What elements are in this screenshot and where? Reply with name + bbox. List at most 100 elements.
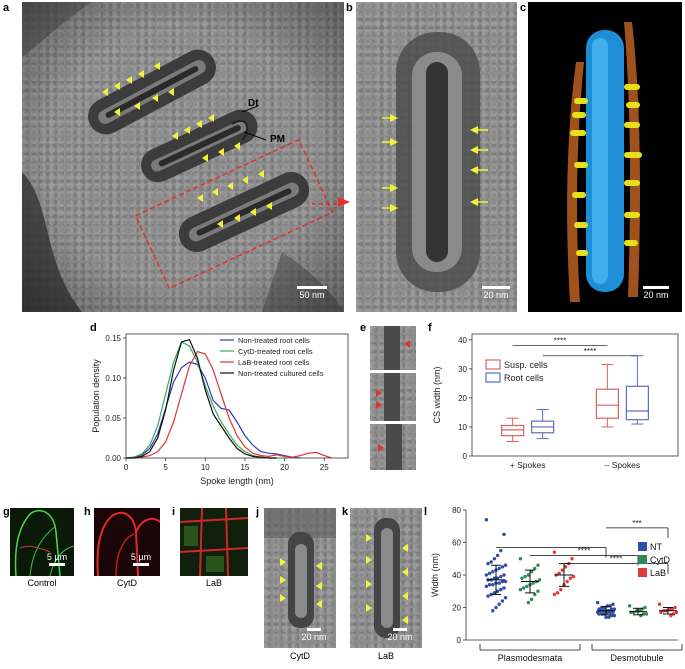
legend-label-d: LaB-treated root cells [238,358,310,367]
legend-label-d: Non-treated cultured cells [238,369,324,378]
chart-f-boxplot: 0 10 20 30 40 CS width (nm) + Spokes – Spokes Su… [432,333,679,470]
y-tick-label-l: 20 [452,604,461,613]
panel-b-structure [382,32,488,292]
panel-letter-h: h [84,506,91,518]
panel-letter-g: g [3,506,10,518]
scalebar-b: 20 nm [476,286,516,300]
data-point [563,565,568,569]
scalebar-j: 20 nm [294,628,334,642]
data-point [499,548,503,553]
plot-frame-f [471,333,679,457]
data-point [500,579,505,584]
panel-k-tomogram: 20 nm [350,508,422,648]
arrow-a-to-b [338,197,350,207]
data-point [607,615,611,619]
sig-label-l: **** [610,555,622,564]
x-tick-label-d: 10 [201,463,210,472]
data-point [529,597,534,602]
data-point [533,566,537,571]
data-point [659,610,663,615]
y-tick-label-f: 20 [458,394,467,403]
data-point [502,532,506,537]
data-point [557,571,561,576]
data-point [495,576,500,580]
series-line-3 [126,350,333,459]
caption-i: LaB [205,578,222,588]
dot-group-2 [518,557,542,605]
panel-c-render: 20 nm [528,2,682,312]
y-tick-label-d: 0.10 [105,374,121,383]
caption-h: CytD [117,578,137,588]
data-point [491,609,495,613]
data-point [568,576,573,580]
data-point [491,570,495,574]
panel-letter-a: a [3,2,10,14]
data-point [492,576,497,580]
data-point [497,566,501,571]
sig-label-l: *** [632,519,641,528]
panel-letter-j: j [256,506,260,518]
panel-h-fluorescence: 5 µm [94,508,160,576]
series-line-4 [126,338,277,459]
data-point [536,589,540,593]
legend-label-l: LaB [650,568,666,578]
data-point [492,557,497,561]
box-susp-cells1 [501,417,525,442]
plot-frame-d [125,333,349,459]
scalebar-g: 5 µm [40,552,74,567]
data-point [518,587,523,592]
data-point [570,557,574,561]
dot-group-5 [627,604,649,618]
data-point [529,570,534,574]
panel-j-tomogram: 20 nm [264,508,336,648]
y-axis-label-f: CS width (nm) [432,366,442,423]
data-point [559,587,563,592]
data-point [518,557,523,561]
data-point [503,563,508,567]
y-axis-label-l: Width (nm) [430,553,440,597]
data-point [644,612,649,616]
legend-label-d: CytD-treated root cells [238,347,313,356]
data-point [486,561,490,566]
data-point [597,612,601,616]
dot-group-1 [484,518,508,613]
data-point [674,610,679,615]
panel-e-image-3 [370,424,416,470]
data-point [495,553,500,558]
data-point [499,574,503,579]
data-point [497,602,501,606]
caption-j: CytD [290,651,310,661]
data-point [643,605,647,610]
data-point [595,600,600,605]
y-tick-label-l: 0 [457,636,462,645]
panel-letter-k: k [342,506,349,518]
data-point [612,613,617,618]
data-point [555,591,560,595]
x-tick-label-d: 5 [163,463,168,472]
data-point [612,607,617,611]
data-point [491,583,495,587]
group-label-l: Plasmodesmata [498,653,563,663]
legend-label-f: Root cells [504,373,544,383]
data-point [669,613,673,618]
panel-letter-c: c [520,2,527,14]
legend-label-l: CytD [650,555,671,565]
panel-letter-e: e [360,322,367,334]
data-point [552,550,557,554]
y-tick-label-d: 0.05 [105,414,121,423]
legend-swatch-l [638,568,647,577]
data-point [495,589,500,593]
data-point [560,568,565,572]
x-tick-label-d: 15 [240,463,249,472]
data-point [611,610,615,615]
y-tick-label-f: 30 [458,365,467,374]
data-point [531,581,535,585]
data-point [526,600,531,605]
data-point [503,596,508,600]
data-point [608,610,612,615]
data-point [503,579,508,584]
panel-i-fluorescence [180,508,248,576]
data-point [500,565,505,569]
legend-swatch-l [638,542,647,551]
